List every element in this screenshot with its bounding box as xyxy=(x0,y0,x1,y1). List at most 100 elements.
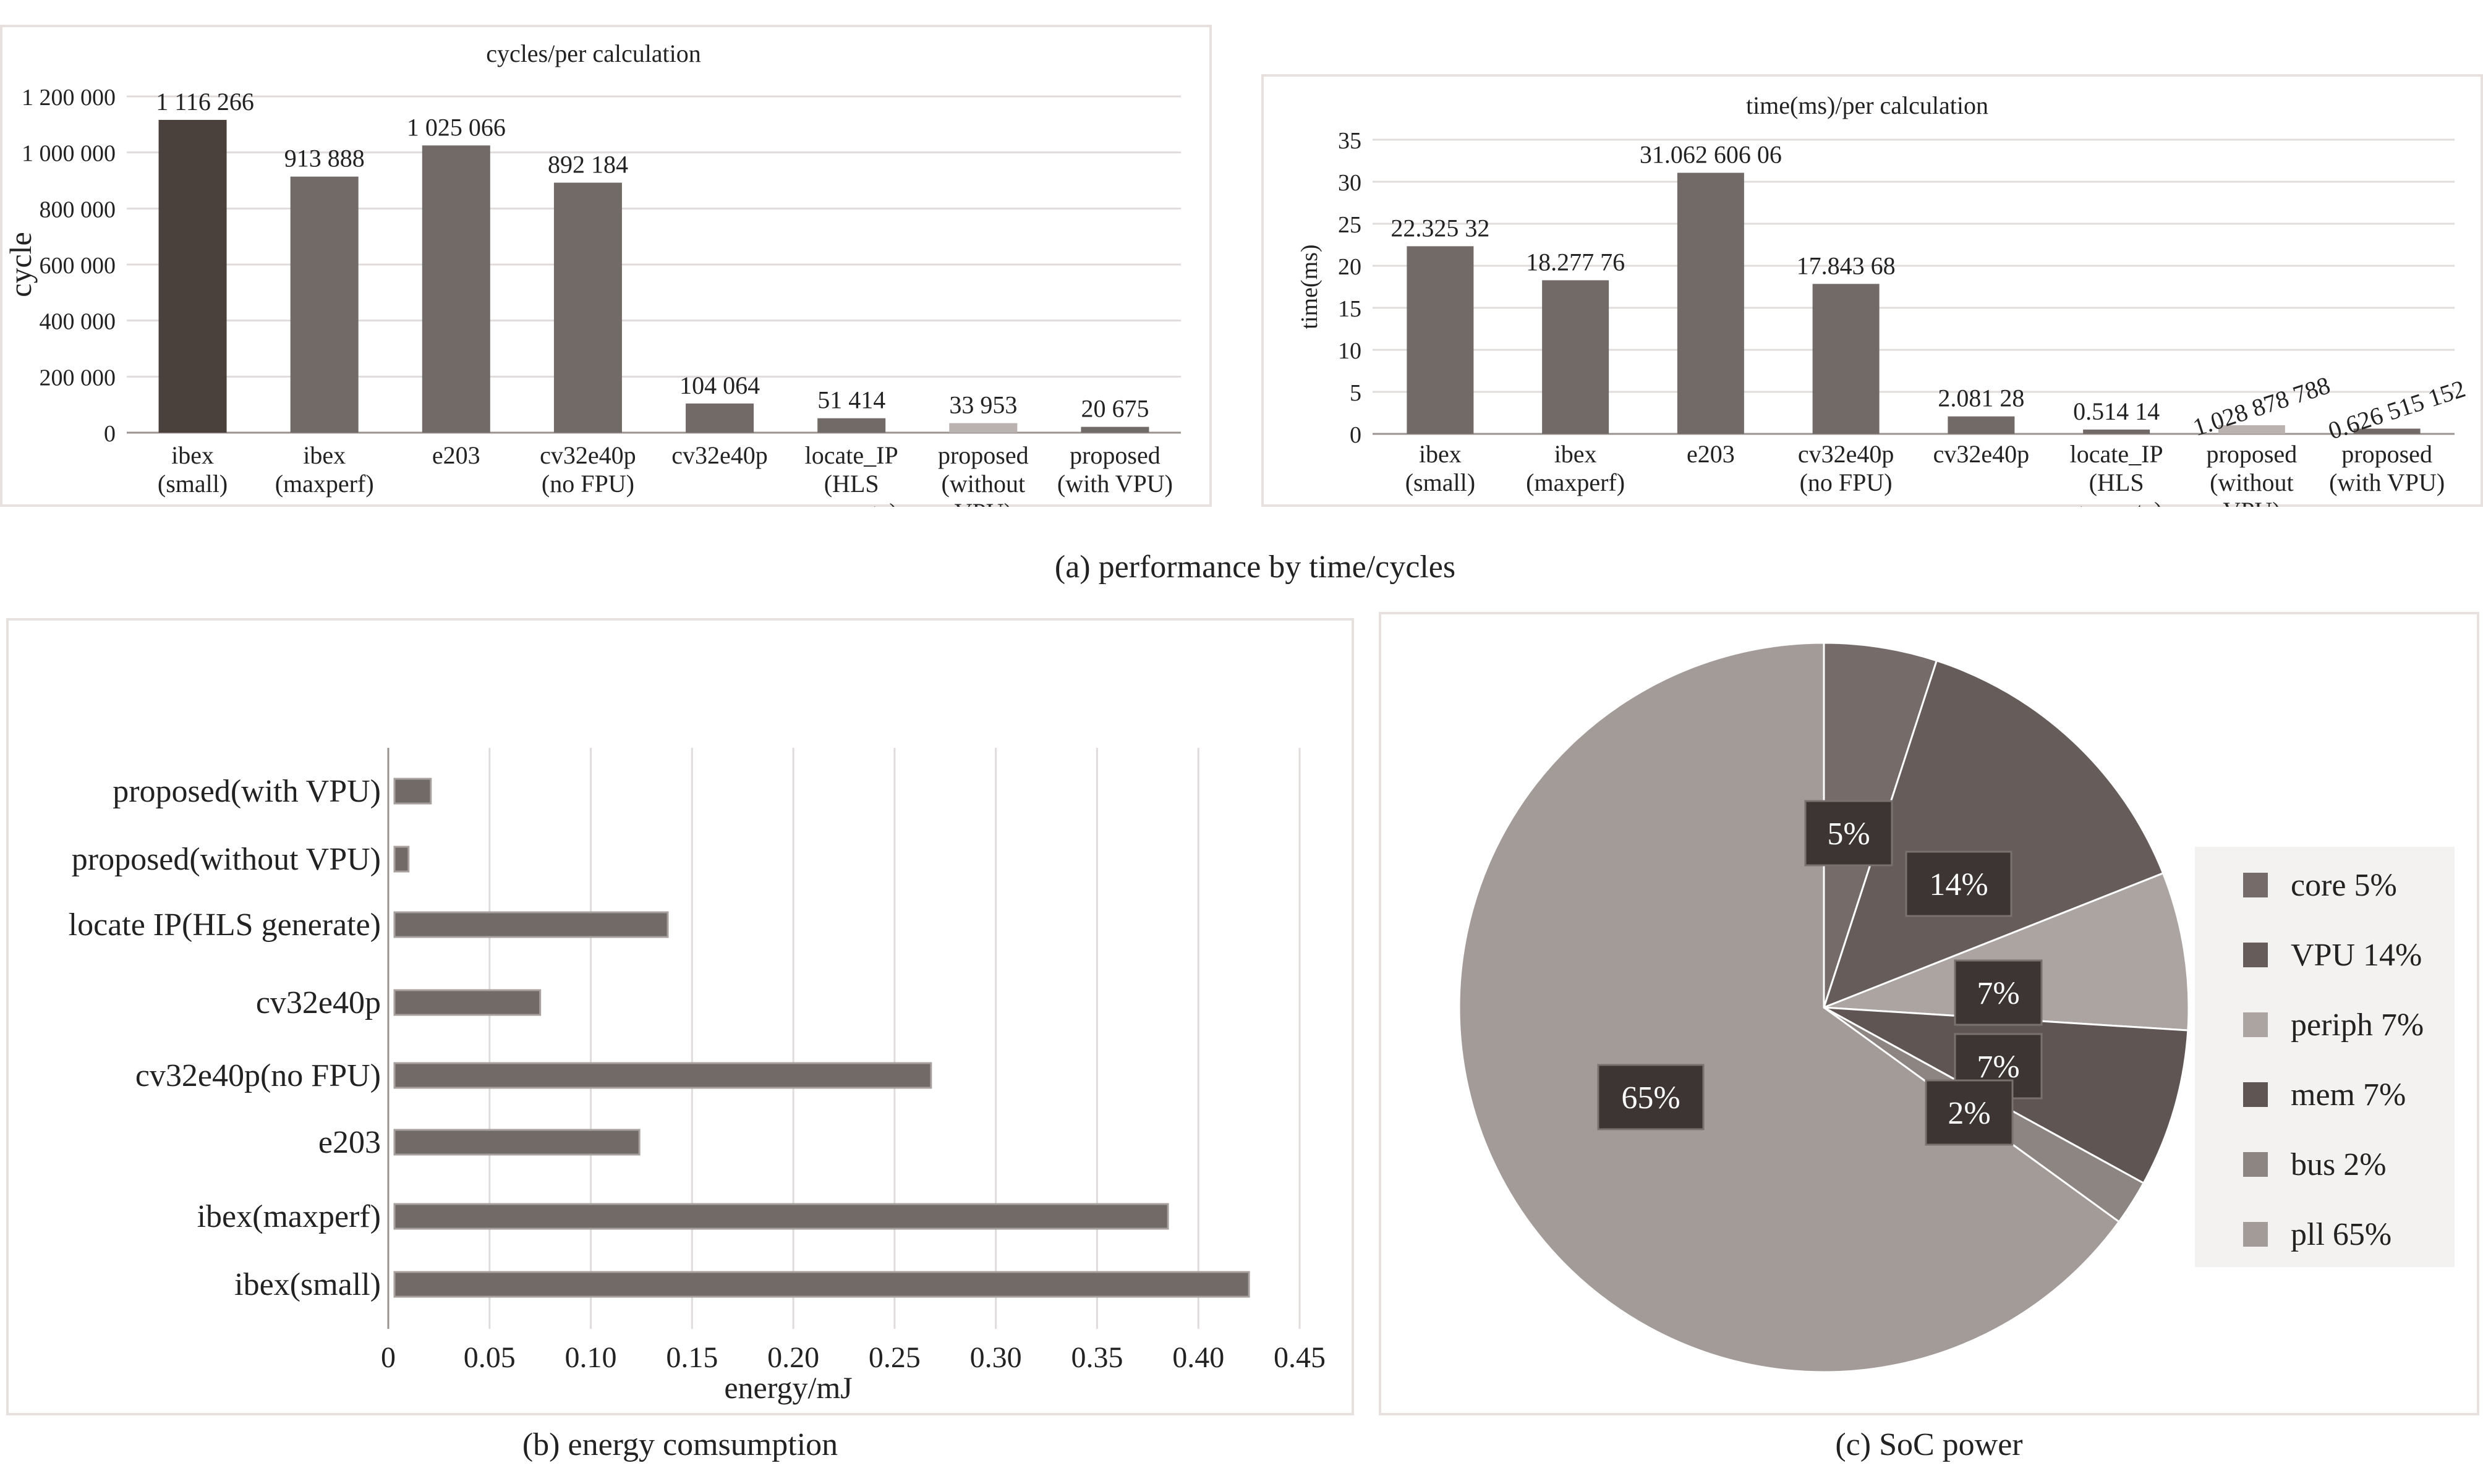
bar xyxy=(1948,416,2015,434)
y-tick-label: locate IP(HLS generate) xyxy=(69,907,381,943)
legend-swatch xyxy=(2243,1152,2268,1177)
x-tick-label: 0 xyxy=(381,1341,396,1374)
bar xyxy=(393,846,410,873)
bar xyxy=(393,1203,1169,1230)
pie-data-label: 14% xyxy=(1929,867,1988,902)
legend-entry: periph 7% xyxy=(2291,1007,2424,1043)
x-tick-label: 0.20 xyxy=(767,1341,819,1374)
legend-swatch xyxy=(2243,1222,2268,1247)
x-tick-label: (no FPU) xyxy=(542,470,634,498)
x-tick-label: 0.45 xyxy=(1274,1341,1326,1374)
y-tick-label: 5 xyxy=(1350,380,1361,406)
legend-entry: core 5% xyxy=(2291,868,2397,903)
chart-frame xyxy=(1261,74,2483,507)
x-tick-label: (without xyxy=(942,470,1026,498)
data-label: 2.081 28 xyxy=(1938,384,2024,412)
x-tick-label: 0.15 xyxy=(666,1341,718,1374)
bar xyxy=(686,403,754,433)
bar xyxy=(553,182,622,433)
legend-box xyxy=(2195,847,2455,1267)
data-label: 51 414 xyxy=(817,386,885,414)
pie-data-label: 5% xyxy=(1827,816,1870,852)
legend-entry: mem 7% xyxy=(2291,1077,2406,1113)
x-tick-label: proposed xyxy=(2207,440,2298,468)
legend-swatch xyxy=(2243,1082,2268,1107)
chart-title: time(ms)/per calculation xyxy=(1746,91,1988,119)
caption-b: (b) energy comsumption xyxy=(522,1427,838,1462)
x-tick-label: (without xyxy=(2210,469,2294,496)
cycles-chart: cycles/per calculation cycle 0 200 000 400 0… xyxy=(0,25,1212,526)
pie-label-box xyxy=(1954,959,2043,1026)
y-tick-label: 0 xyxy=(1350,422,1361,448)
data-label: 0.514 14 xyxy=(2073,397,2160,425)
pie-slice xyxy=(1822,659,2165,1009)
legend-entry: bus 2% xyxy=(2291,1147,2387,1182)
y-tick-label: 20 xyxy=(1338,254,1361,280)
data-label: 20 675 xyxy=(1081,395,1149,423)
x-tick-label: e203 xyxy=(432,441,480,469)
time-chart-panel: time(ms)/per calculation time(ms) 0 5 10 15 20… xyxy=(1261,74,2483,525)
pie-label-box xyxy=(1905,850,2012,917)
x-tick-label: e203 xyxy=(1687,440,1735,468)
bar xyxy=(2353,428,2421,434)
x-tick-label: 0.25 xyxy=(869,1341,921,1374)
bar xyxy=(393,1271,1250,1298)
bar xyxy=(1081,426,1149,433)
legend-swatch xyxy=(2243,943,2268,967)
y-tick-label: 600 000 xyxy=(40,253,116,279)
y-tick-label: proposed(without VPU) xyxy=(72,842,381,877)
data-label: 892 184 xyxy=(548,151,628,179)
chart-title: cycles/per calculation xyxy=(486,40,701,67)
x-tick-label: (maxperf) xyxy=(275,470,374,498)
y-tick-label: 15 xyxy=(1338,296,1361,322)
y-tick-label: 10 xyxy=(1338,338,1361,364)
x-tick-label: cv32e40p xyxy=(1933,440,2030,468)
bar xyxy=(393,778,432,805)
y-axis-label: time(ms) xyxy=(1297,244,1322,329)
x-tick-label: generate) xyxy=(806,498,898,507)
y-axis-label: cycle xyxy=(3,232,38,297)
pie-data-label: 2% xyxy=(1948,1096,1990,1131)
bar xyxy=(1812,284,1880,434)
bar xyxy=(1542,280,1609,434)
y-tick-label: 30 xyxy=(1338,170,1361,196)
y-tick-label: proposed(with VPU) xyxy=(113,774,381,809)
data-label: 31.062 606 06 xyxy=(1640,141,1782,169)
x-tick-label: (maxperf) xyxy=(1526,469,1625,496)
data-label: 104 064 xyxy=(679,371,760,399)
cycles-chart-panel: cycles/per calculation cycle 0 200 000 400 0… xyxy=(0,25,1212,526)
x-tick-label: ibex xyxy=(1554,440,1597,468)
x-tick-label: cv32e40p xyxy=(540,441,636,469)
data-label: 913 888 xyxy=(284,145,365,172)
energy-chart-panel: 0 0.05 0.10 0.15 0.20 0.25 0.30 0.35 0.40 0.45 ene… xyxy=(6,618,1354,1415)
x-axis-label: energy/mJ xyxy=(724,1370,852,1405)
y-tick-label: 35 xyxy=(1338,128,1361,154)
x-tick-label: proposed xyxy=(2341,440,2432,468)
bar xyxy=(393,989,542,1016)
bar xyxy=(1407,246,1474,434)
bar xyxy=(2083,430,2150,434)
data-label: 22.325 32 xyxy=(1391,214,1489,242)
pie-data-label: 65% xyxy=(1621,1080,1680,1116)
soc-power-panel: 5% 14% 7% 7% 2% 65% core 5% VPU 14% periph 7% mem… xyxy=(1379,612,2479,1415)
y-tick-label: 0 xyxy=(104,421,116,447)
bar xyxy=(393,911,669,938)
bar xyxy=(290,176,359,433)
y-tick-label: cv32e40p(no FPU) xyxy=(135,1058,381,1093)
soc-power-pie-chart: 5% 14% 7% 7% 2% 65% core 5% VPU 14% periph 7% mem… xyxy=(1379,612,2479,1415)
pie-slice xyxy=(1458,642,2121,1373)
y-tick-label: cv32e40p xyxy=(256,985,381,1020)
x-tick-label: cv32e40p xyxy=(1798,440,1894,468)
x-tick-label: VPU) xyxy=(2223,497,2280,507)
data-label: 33 953 xyxy=(949,391,1017,419)
x-tick-label: 0.10 xyxy=(565,1341,617,1374)
x-tick-label: (no FPU) xyxy=(1800,469,1893,496)
y-tick-label: 1 200 000 xyxy=(22,85,116,111)
pie-data-label: 7% xyxy=(1977,976,2019,1011)
pie-label-box xyxy=(1804,800,1893,867)
y-tick-label: ibex(maxperf) xyxy=(197,1199,381,1234)
x-tick-label: proposed xyxy=(1070,441,1161,469)
x-tick-label: locate_IP xyxy=(805,441,898,469)
x-tick-label: (small) xyxy=(1405,469,1475,496)
bar xyxy=(949,423,1018,433)
